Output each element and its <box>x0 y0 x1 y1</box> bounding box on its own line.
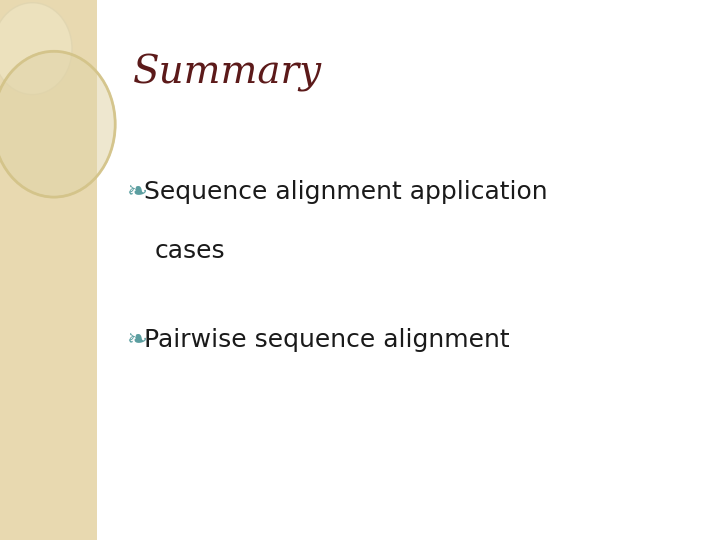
Ellipse shape <box>0 51 115 197</box>
Text: ❧: ❧ <box>126 180 147 204</box>
Bar <box>0 0 97 540</box>
Text: Sequence alignment application: Sequence alignment application <box>144 180 548 204</box>
Text: Pairwise sequence alignment: Pairwise sequence alignment <box>144 328 510 352</box>
Ellipse shape <box>0 3 72 94</box>
Text: Summary: Summary <box>133 54 323 92</box>
Text: cases: cases <box>155 239 225 263</box>
Text: ❧: ❧ <box>126 328 147 352</box>
